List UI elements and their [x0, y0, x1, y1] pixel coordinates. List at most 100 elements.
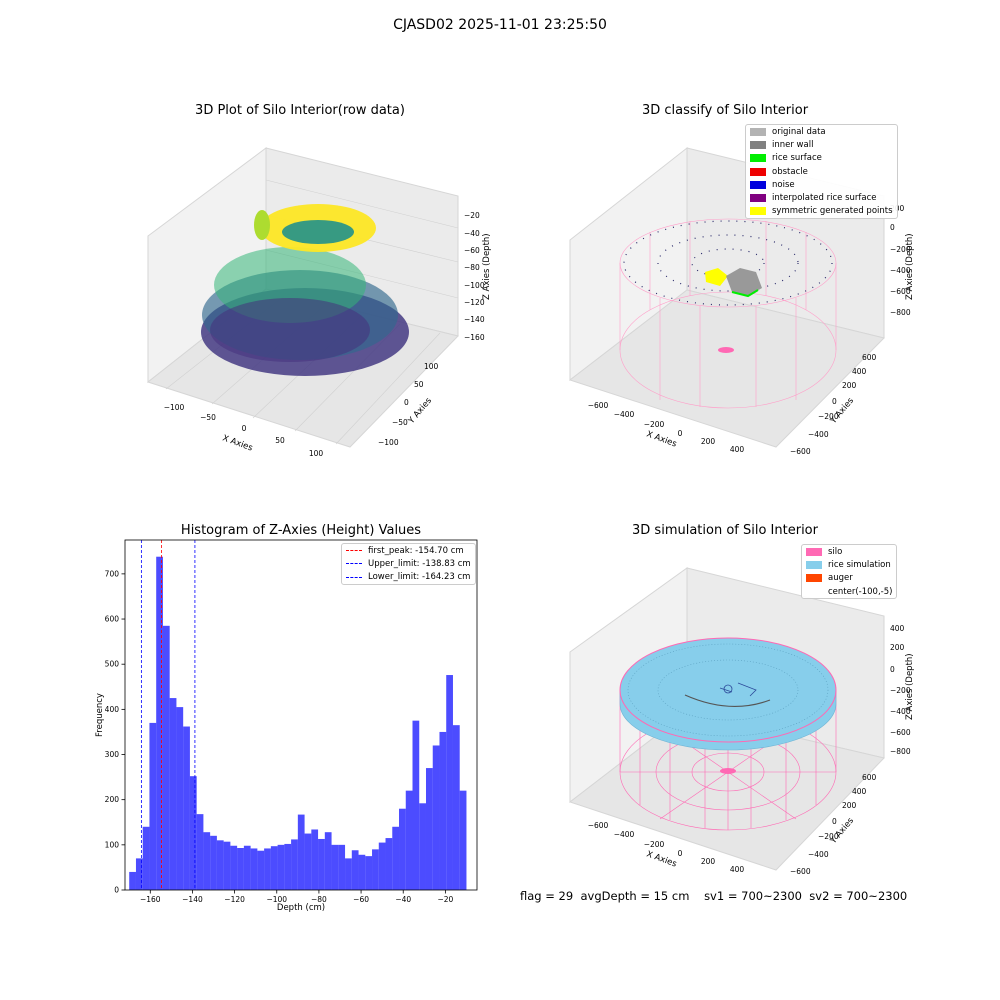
histogram-bar: [169, 698, 177, 890]
classify-xtick: −200: [644, 420, 665, 429]
sv1-text: sv1 = 700~2300: [704, 889, 802, 903]
raw-ztick: −60: [464, 246, 480, 255]
histogram-bar: [230, 845, 238, 890]
raw-ytick: 100: [424, 362, 439, 371]
histogram-xtick-label: −20: [437, 895, 453, 904]
histogram-bar: [446, 675, 453, 890]
simulation-xtick: −400: [614, 830, 635, 839]
classify-ztick: −200: [890, 245, 911, 254]
legend-line: [346, 576, 362, 578]
histogram-bar: [372, 849, 379, 890]
simulation-xtick: 0: [678, 849, 683, 858]
legend-swatch: [750, 207, 766, 216]
legend-item: Lower_limit: -164.23 cm: [342, 571, 475, 584]
legend-item: auger: [802, 572, 896, 585]
classify-ytick: −200: [818, 412, 839, 421]
simulation-xtick: 400: [730, 865, 745, 874]
raw-ytick: −100: [378, 438, 399, 447]
simulation-ztick: −800: [890, 747, 911, 756]
classify-rice-surface-points: [731, 289, 759, 298]
simulation-ztick: −200: [890, 686, 911, 695]
histogram-bar: [216, 840, 224, 890]
histogram-xtick-label: −60: [353, 895, 369, 904]
histogram-xtick-label: −140: [182, 895, 203, 904]
raw-point-cloud: [201, 204, 409, 376]
legend-swatch: [750, 140, 766, 149]
legend-label: center(-100,-5): [828, 586, 893, 597]
raw-ylabel: Y Axies: [406, 396, 434, 427]
raw-xtick: 0: [242, 424, 247, 433]
histogram-bar: [264, 848, 271, 890]
raw-ztick: −120: [464, 298, 485, 307]
simulation-3d-plot: −600 −400 −200 0 200 400 −600 −400 −200 …: [568, 567, 915, 876]
histogram-bar: [378, 842, 386, 890]
histogram-bar: [311, 829, 319, 890]
histogram-bar: [243, 845, 251, 890]
legend-label: noise: [772, 179, 795, 190]
raw-ztick: −80: [464, 263, 480, 272]
histogram-bar: [419, 803, 426, 890]
figure-suptitle: CJASD02 2025-11-01 23:25:50: [393, 17, 607, 33]
histogram-ytick-label: 600: [105, 615, 120, 624]
histogram-xtick-label: −120: [224, 895, 245, 904]
legend-label: rice surface: [772, 153, 822, 164]
histogram-bar: [176, 707, 184, 890]
raw-ytick: 0: [404, 398, 409, 407]
simulation-ytick: 600: [862, 773, 877, 782]
histogram-ytick-label: 100: [105, 840, 120, 849]
classify-xlabel: X Axies: [645, 429, 678, 449]
histogram-bar: [459, 790, 467, 890]
histogram-chart: −160 −140 −120 −100 −80 −60 −40 −20 0 100 200 300 4…: [95, 539, 478, 913]
classify-silo-bottom-center: [718, 347, 734, 353]
sv2-text: sv2 = 700~2300: [809, 889, 908, 903]
classify-ytick: 600: [862, 353, 877, 362]
raw-ztick: −100: [464, 281, 485, 290]
legend-item: silo: [802, 545, 896, 558]
histogram-bar: [291, 839, 298, 890]
histogram-bar: [149, 722, 157, 890]
simulation-xtick: 200: [701, 857, 716, 866]
classify-zlabel: Z Axies (Depth): [905, 233, 915, 300]
histogram-bar: [135, 858, 143, 890]
simulation-legend: silo rice simulation auger center(-100,-…: [801, 544, 898, 600]
status-footer: flag = 29 avgDepth = 15 cm sv1 = 700~230…: [520, 889, 907, 903]
legend-item: symmetric generated points: [746, 205, 897, 218]
legend-label: obstacle: [772, 166, 808, 177]
classify-ztick: −800: [890, 308, 911, 317]
simulation-silo-bottom-center: [720, 768, 736, 774]
histogram-ytick-label: 700: [105, 569, 120, 578]
flag-text: flag = 29: [520, 889, 574, 903]
simulation-xlabel: X Axies: [645, 849, 678, 869]
histogram-bar: [392, 826, 400, 890]
classify-ztick: −400: [890, 266, 911, 275]
histogram-vlines: [140, 540, 196, 890]
histogram-bar: [365, 856, 373, 890]
histogram-ytick-label: 500: [105, 660, 120, 669]
legend-label: first_peak: -154.70 cm: [368, 545, 464, 556]
histogram-bar: [203, 832, 211, 890]
raw-xtick: 50: [275, 436, 285, 445]
histogram-bar: [452, 725, 460, 890]
histogram-bar: [129, 871, 136, 890]
simulation-xtick: −200: [644, 840, 665, 849]
classify-legend: original data inner wall rice surface ob…: [745, 124, 898, 220]
legend-line: [346, 550, 362, 552]
classify-ztick: −600: [890, 287, 911, 296]
raw-ztick: −140: [464, 315, 485, 324]
legend-swatch: [750, 180, 766, 189]
raw-xtick: −100: [164, 403, 185, 412]
raw-3d-plot: −100 −50 0 50 100 −100 −50 0 50 100 −20 …: [146, 147, 492, 458]
legend-swatch: [750, 127, 766, 136]
histogram-bar: [412, 720, 420, 890]
histogram-ytick-label: 400: [105, 705, 120, 714]
raw-xtick: 100: [309, 449, 324, 458]
simulation-ytick: 400: [852, 787, 867, 796]
legend-label: original data: [772, 126, 826, 137]
legend-swatch: [750, 194, 766, 203]
classify-ztick: 0: [890, 223, 895, 232]
histogram-bar: [284, 843, 292, 890]
histogram-xtick-label: −40: [395, 895, 411, 904]
raw-xtick: −50: [200, 413, 216, 422]
classify-ytick: −600: [790, 447, 811, 456]
legend-item: inner wall: [746, 138, 897, 151]
